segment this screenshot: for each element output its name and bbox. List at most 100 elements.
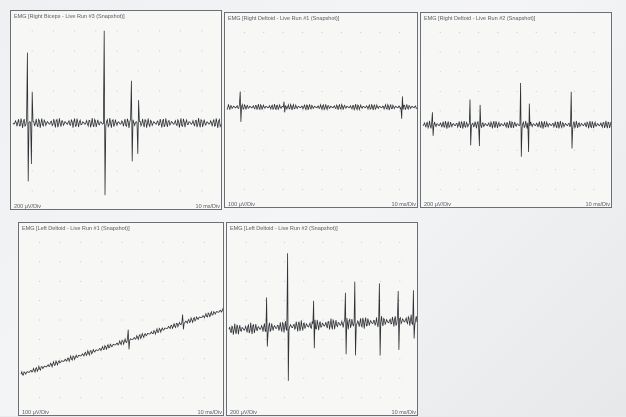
grid-dot <box>303 319 305 321</box>
grid-dot <box>535 169 537 171</box>
grid-dot <box>100 319 102 321</box>
grid-dot <box>80 358 82 360</box>
grid-dot <box>180 90 182 92</box>
grid-dot <box>180 30 182 32</box>
grid-dot <box>183 358 185 360</box>
grid-dot <box>360 188 362 190</box>
grid-dot <box>100 338 102 340</box>
grid-dot <box>497 71 499 73</box>
grid-dot <box>360 397 362 399</box>
grid-dot <box>245 377 247 379</box>
grid-dot <box>158 50 160 52</box>
grid-dot <box>458 188 460 190</box>
panel-canvas: EMG [Right Biceps - Live Run #3 (Snapsho… <box>12 14 222 210</box>
grid-dot <box>341 300 343 302</box>
grid-dot <box>39 241 41 243</box>
grid-dot <box>340 51 342 53</box>
grid-dot <box>554 169 556 171</box>
grid-dot <box>100 397 102 399</box>
grid-dot <box>31 30 33 32</box>
grid-dot <box>341 397 343 399</box>
grid-dot <box>340 169 342 171</box>
grid-dot <box>243 90 245 92</box>
grid-dot <box>282 90 284 92</box>
grid-dot <box>158 130 160 132</box>
grid-dot <box>379 110 381 112</box>
grid-dot <box>574 169 576 171</box>
grid-dot <box>574 51 576 53</box>
grid-dot <box>39 338 41 340</box>
grid-dot <box>380 241 382 243</box>
grid-dot <box>497 169 499 171</box>
grid-dot <box>439 130 441 132</box>
grid-dot <box>74 90 76 92</box>
grid-dot <box>201 70 203 72</box>
grid-dot <box>52 170 54 172</box>
grid-dot <box>379 32 381 34</box>
grid-dot <box>121 319 123 321</box>
grid-dot <box>516 188 518 190</box>
grid-dot <box>574 90 576 92</box>
grid-dot <box>379 51 381 53</box>
grid-dot <box>31 70 33 72</box>
grid-dot <box>478 110 480 112</box>
grid-dot <box>74 110 76 112</box>
grid-dot <box>399 261 401 263</box>
grid-dot <box>439 32 441 34</box>
grid-dot <box>516 51 518 53</box>
grid-dot <box>39 300 41 302</box>
grid-dot <box>52 150 54 152</box>
grid-dot <box>478 149 480 151</box>
grid-dot <box>574 188 576 190</box>
grid-dot <box>59 338 61 340</box>
grid-dot <box>245 300 247 302</box>
grid-dot <box>303 358 305 360</box>
grid-dot <box>137 50 139 52</box>
grid-dot <box>39 319 41 321</box>
grid-dot <box>183 280 185 282</box>
grid-dot <box>116 90 118 92</box>
grid-dot <box>201 90 203 92</box>
grid-dot <box>360 71 362 73</box>
grid-dot <box>340 130 342 132</box>
grid-dot <box>243 149 245 151</box>
grid-dot <box>80 241 82 243</box>
grid-dot <box>142 377 144 379</box>
grid-dot <box>263 51 265 53</box>
grid-dot <box>59 280 61 282</box>
grid-dot <box>203 377 205 379</box>
grid-dot <box>142 338 144 340</box>
grid-dot <box>263 169 265 171</box>
grid-dot <box>399 51 401 53</box>
grid-dot <box>31 170 33 172</box>
grid-dot <box>593 51 595 53</box>
grid-dot <box>478 90 480 92</box>
grid-dot <box>142 397 144 399</box>
grid-dot <box>379 130 381 132</box>
grid-dot <box>95 70 97 72</box>
grid-dot <box>52 30 54 32</box>
grid-dot <box>535 71 537 73</box>
grid-dot <box>116 150 118 152</box>
grid-dot <box>142 280 144 282</box>
grid-dot <box>302 188 304 190</box>
grid-dot <box>516 169 518 171</box>
grid-dot <box>593 32 595 34</box>
grid-dot <box>458 90 460 92</box>
grid-dot <box>31 150 33 152</box>
grid-dot <box>360 241 362 243</box>
grid-dot <box>203 280 205 282</box>
grid-dot <box>360 130 362 132</box>
emg-trace <box>422 82 612 157</box>
grid-dot <box>162 280 164 282</box>
grid-dot <box>340 71 342 73</box>
grid-dot <box>183 377 185 379</box>
grid-dot <box>116 70 118 72</box>
grid-dot <box>162 397 164 399</box>
grid-dot <box>180 190 182 192</box>
grid-dot <box>80 319 82 321</box>
grid-dot <box>360 110 362 112</box>
grid-dot <box>360 280 362 282</box>
grid-dot <box>162 300 164 302</box>
grid-dot <box>516 32 518 34</box>
